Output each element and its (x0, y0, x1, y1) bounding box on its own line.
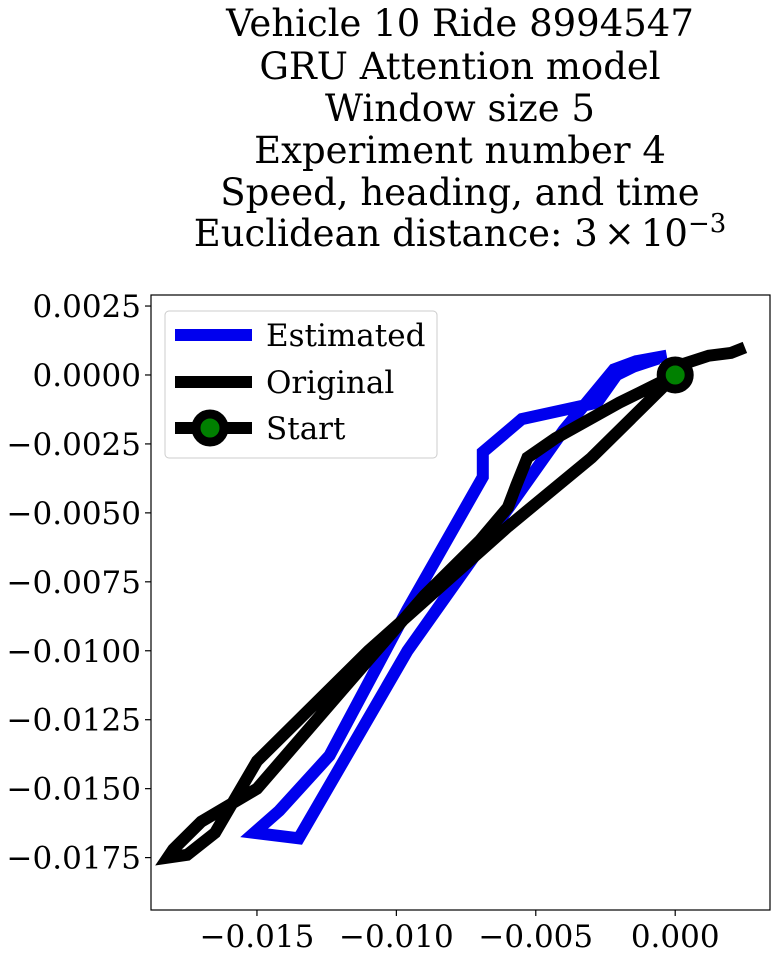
y-tick-label: −0.0050 (7, 496, 141, 532)
x-axis-ticks: −0.015 −0.010 −0.005 0.000 (200, 910, 720, 955)
y-tick-label: −0.0125 (7, 703, 141, 739)
legend-marker-start (191, 409, 229, 447)
distance-base: 10 (641, 212, 688, 255)
y-tick-label: −0.0150 (7, 772, 141, 808)
distance-prefix: Euclidean distance: 3 (194, 212, 598, 255)
legend-label-original: Original (266, 365, 394, 401)
y-tick-label: 0.0025 (33, 289, 141, 325)
y-tick-label: −0.0175 (7, 841, 141, 877)
y-tick-label: −0.0100 (7, 634, 141, 670)
distance-exponent: −3 (688, 209, 726, 239)
x-tick-label: −0.010 (339, 919, 454, 955)
legend: Estimated Original Start (164, 310, 438, 459)
y-tick-label: 0.0000 (33, 358, 141, 394)
x-tick-label: −0.005 (478, 919, 593, 955)
series-line-estimated (240, 349, 668, 845)
title-line-distance: Euclidean distance: 3 × 10−3 (194, 209, 727, 255)
y-tick-label: −0.0025 (7, 427, 141, 463)
x-tick-label: −0.015 (200, 919, 315, 955)
title-line-2: GRU Attention model (259, 45, 660, 88)
plot-lines (155, 341, 748, 866)
title-line-5: Speed, heading, and time (220, 171, 699, 214)
title-line-1: Vehicle 10 Ride 8994547 (225, 2, 694, 45)
y-tick-label: −0.0075 (7, 565, 141, 601)
legend-label-start: Start (266, 411, 346, 447)
chart-title: Vehicle 10 Ride 8994547 GRU Attention mo… (194, 2, 727, 255)
start-marker (656, 356, 694, 394)
plot-frame (150, 294, 771, 911)
x-tick-label: 0.000 (631, 919, 720, 955)
legend-box (164, 310, 438, 459)
y-axis-ticks: 0.0025 0.0000 −0.0025 −0.0050 −0.0075 −0.0100… (7, 289, 151, 877)
title-line-4: Experiment number 4 (254, 129, 666, 172)
title-line-3: Window size 5 (325, 87, 595, 130)
legend-label-estimated: Estimated (266, 318, 425, 354)
distance-times: × (604, 212, 635, 255)
